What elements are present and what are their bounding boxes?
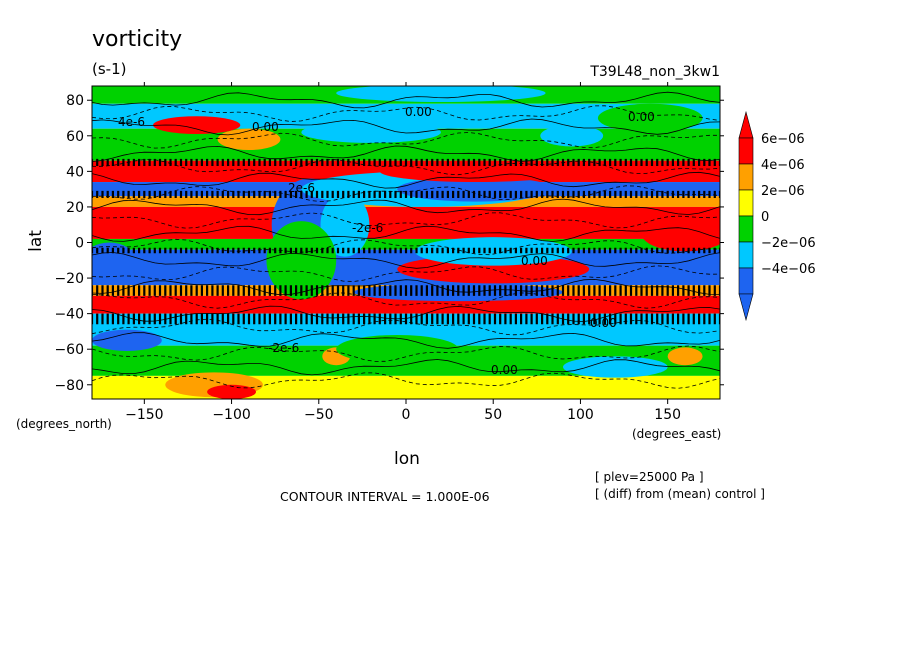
vorticity-cell bbox=[563, 356, 668, 378]
x-tick-label: −150 bbox=[125, 407, 163, 423]
contour-line bbox=[92, 252, 720, 269]
x-tick-label: −50 bbox=[304, 407, 334, 423]
level-text: [ plev=25000 Pa ] bbox=[595, 470, 704, 484]
run-label: T39L48_non_3kw1 bbox=[589, 64, 720, 80]
y-axis-label: lat bbox=[26, 230, 46, 252]
colorbar-label: 4e−06 bbox=[761, 158, 805, 173]
y-tick-label: −60 bbox=[54, 342, 84, 358]
vorticity-cell bbox=[266, 221, 337, 300]
vorticity-cell bbox=[414, 237, 572, 266]
colorbar-swatch bbox=[738, 189, 754, 217]
y-tick-label: −80 bbox=[54, 378, 84, 394]
contour-label: 0.00 bbox=[628, 110, 655, 124]
y-tick-label: 0 bbox=[75, 236, 84, 252]
contour-label: 0.00 bbox=[252, 120, 279, 134]
contour-label: -2e-6 bbox=[352, 221, 383, 235]
plot-area bbox=[92, 86, 720, 399]
y-tick-label: 40 bbox=[66, 164, 84, 180]
contour-label: 2e-6 bbox=[288, 181, 315, 195]
y-tick-label: −40 bbox=[54, 307, 84, 323]
colorbar-swatch bbox=[738, 215, 754, 243]
colorbar-label: −2e−06 bbox=[761, 236, 816, 251]
units-label: (s-1) bbox=[92, 60, 126, 78]
contour-line bbox=[92, 292, 720, 309]
contour-label: 0.00 bbox=[521, 254, 548, 268]
vorticity-cell bbox=[336, 334, 459, 364]
colorbar-swatch bbox=[738, 241, 754, 269]
vorticity-cell bbox=[336, 86, 546, 103]
colorbar-label: −4e−06 bbox=[761, 262, 816, 277]
colorbar-swatch bbox=[738, 267, 754, 295]
vorticity-cell bbox=[540, 125, 604, 147]
contour-line bbox=[92, 372, 720, 389]
contour-label: 0.00 bbox=[405, 105, 432, 119]
vorticity-cell bbox=[641, 215, 720, 252]
colorbar: 6e−06 4e−06 2e−06 0 −2e−06 −4e−06 bbox=[738, 110, 816, 322]
y-tick-label: 60 bbox=[66, 129, 84, 145]
colorbar-label: 0 bbox=[761, 210, 769, 225]
contour-interval-text: CONTOUR INTERVAL = 1.000E-06 bbox=[280, 489, 490, 504]
chart-title: vorticity bbox=[92, 27, 182, 52]
contour-line bbox=[92, 345, 720, 362]
colorbar-label: 2e−06 bbox=[761, 184, 805, 199]
contour-line bbox=[92, 171, 720, 189]
colorbar-arrow-top bbox=[738, 110, 754, 139]
contour-line bbox=[92, 359, 720, 376]
contour-hatch bbox=[92, 285, 720, 296]
contour-line bbox=[92, 278, 720, 296]
colorbar-swatch bbox=[738, 137, 754, 165]
contour-label: -2e-6 bbox=[268, 341, 299, 355]
x-tick-label: 0 bbox=[402, 407, 411, 423]
contour-line bbox=[92, 105, 720, 122]
contour-hatch bbox=[92, 158, 720, 166]
colorbar-arrow-bottom bbox=[738, 293, 754, 322]
contour-line bbox=[92, 145, 720, 162]
contour-line bbox=[92, 238, 720, 256]
contour-line bbox=[92, 159, 720, 176]
vorticity-cell bbox=[379, 160, 572, 183]
colorbar-swatch bbox=[738, 163, 754, 191]
contour-line bbox=[92, 305, 720, 322]
contour-label: 4e-6 bbox=[118, 115, 145, 129]
x-axis-label: lon bbox=[394, 449, 420, 469]
vorticity-band bbox=[92, 238, 720, 250]
y-unit-label: (degrees_north) bbox=[16, 417, 112, 431]
x-tick-label: −100 bbox=[212, 407, 250, 423]
contour-line bbox=[92, 91, 720, 109]
vorticity-cell bbox=[301, 121, 441, 143]
contour-hatch bbox=[92, 313, 720, 325]
y-tick-label: 20 bbox=[66, 200, 84, 216]
diff-text: [ (diff) from (mean) control ] bbox=[595, 487, 765, 501]
contour-label: 0.00 bbox=[491, 363, 518, 377]
vorticity-cell bbox=[320, 192, 370, 257]
contour-line bbox=[92, 332, 720, 349]
x-tick-label: 100 bbox=[567, 407, 594, 423]
x-unit-label: (degrees_east) bbox=[632, 427, 721, 441]
contour-line bbox=[92, 318, 720, 336]
contour-line bbox=[92, 118, 720, 136]
vorticity-cell bbox=[92, 329, 162, 351]
x-tick-label: 150 bbox=[654, 407, 681, 423]
vorticity-cell bbox=[153, 116, 241, 135]
contour-line bbox=[92, 132, 720, 149]
vorticity-cell bbox=[667, 347, 703, 366]
contour-label: 0.00 bbox=[590, 316, 617, 330]
contour-hatch bbox=[92, 190, 720, 198]
contour-hatch bbox=[92, 247, 720, 254]
x-tick-label: 50 bbox=[484, 407, 502, 423]
vorticity-cell bbox=[207, 384, 256, 399]
contour-line bbox=[92, 225, 720, 242]
contour-line bbox=[92, 185, 720, 203]
contour-line bbox=[92, 265, 720, 282]
vorticity-cell bbox=[597, 103, 703, 133]
contour-line bbox=[92, 198, 720, 216]
contour-line bbox=[92, 212, 720, 229]
y-tick-label: −20 bbox=[54, 271, 84, 287]
colorbar-label: 6e−06 bbox=[761, 132, 805, 147]
y-tick-label: 80 bbox=[66, 93, 84, 109]
